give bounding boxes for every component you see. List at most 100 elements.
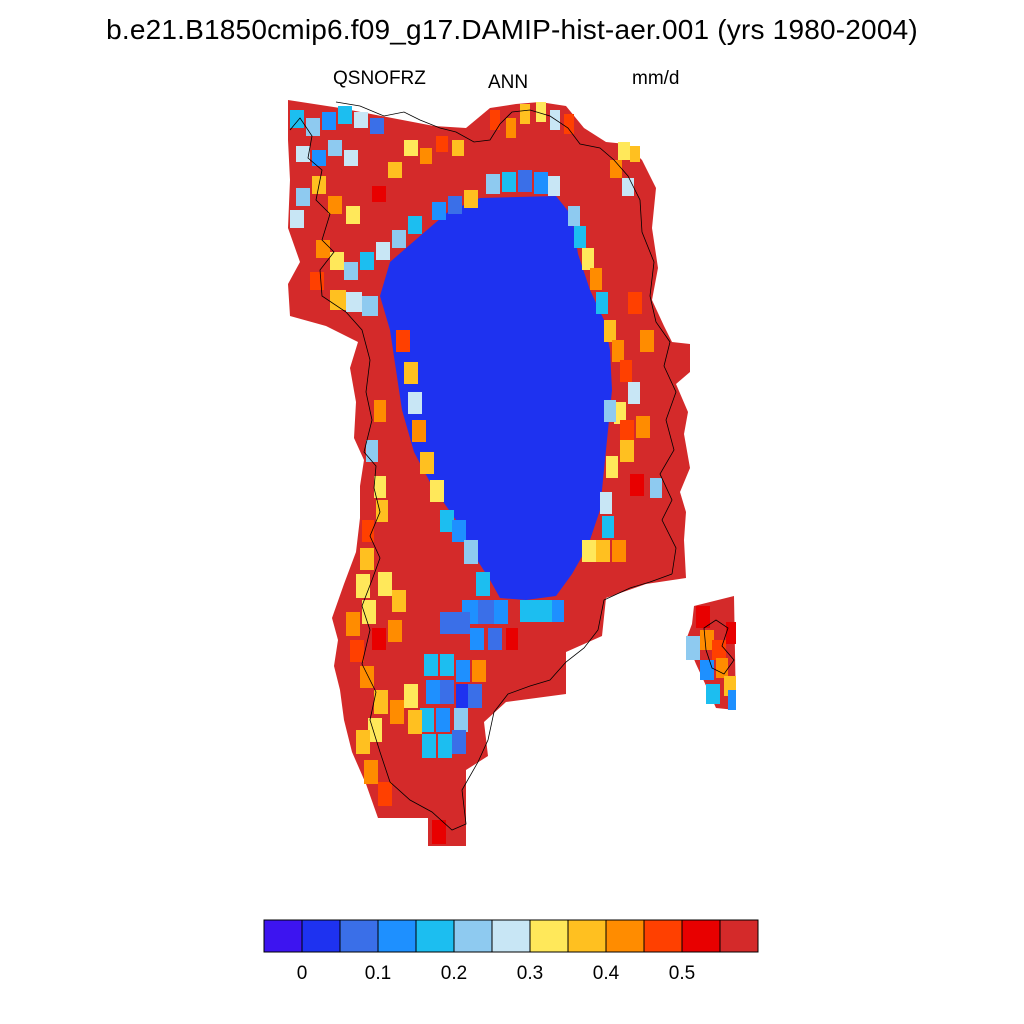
grid-cell	[468, 684, 482, 708]
grid-cell	[520, 600, 536, 622]
ice-sheet-interior-region	[380, 196, 612, 600]
grid-cell	[388, 162, 402, 178]
grid-cell	[582, 248, 594, 270]
grid-cell	[438, 734, 452, 758]
grid-cell	[426, 680, 440, 704]
grid-cell	[330, 252, 344, 270]
colorbar-label: 0.2	[440, 963, 468, 984]
grid-cell	[582, 540, 596, 562]
grid-cell	[376, 242, 390, 260]
grid-cell	[360, 144, 374, 160]
grid-cell	[356, 730, 370, 754]
grid-cell	[404, 362, 418, 384]
grid-cell	[464, 540, 478, 564]
grid-cell	[330, 290, 346, 310]
grid-cell	[574, 226, 586, 248]
colorbar-label: 0.5	[668, 963, 696, 984]
grid-cell	[506, 118, 516, 138]
grid-cell	[614, 402, 626, 424]
season-label: ANN	[488, 72, 529, 93]
grid-cell	[312, 150, 326, 166]
grid-cell	[408, 710, 422, 734]
colorbar-box	[605, 919, 645, 953]
grid-cell	[452, 520, 466, 542]
grid-cell	[618, 142, 630, 160]
colorbar-box	[719, 919, 759, 953]
grid-cell	[408, 216, 422, 234]
grid-cell	[456, 612, 470, 634]
grid-cell	[456, 684, 470, 708]
grid-cell	[686, 636, 700, 660]
grid-cell	[344, 262, 358, 280]
grid-cell	[372, 628, 386, 650]
colorbar-box	[529, 919, 569, 953]
grid-cell	[360, 252, 374, 270]
grid-cell	[440, 680, 454, 704]
grid-cell	[706, 684, 720, 704]
grid-cell	[456, 660, 470, 682]
grid-cell	[344, 150, 358, 166]
grid-cell	[602, 516, 614, 538]
colorbar-box	[301, 919, 341, 953]
grid-cell	[534, 172, 548, 194]
grid-cell	[452, 730, 466, 754]
grid-cell	[630, 474, 644, 496]
grid-cell	[620, 440, 634, 462]
coastline	[289, 101, 735, 831]
grid-cell	[600, 492, 612, 514]
grid-cell	[726, 622, 736, 644]
grid-cell	[452, 140, 464, 156]
colorbar-box	[643, 919, 683, 953]
grid-cells	[290, 102, 736, 844]
colorbar-box	[415, 919, 455, 953]
grid-cell	[470, 628, 484, 650]
colorbar-box	[567, 919, 607, 953]
grid-cell	[590, 268, 602, 290]
coastline-segment	[703, 619, 735, 675]
grid-cell	[404, 140, 418, 156]
grid-cell	[378, 572, 392, 596]
grid-cell	[420, 708, 434, 732]
grid-cell	[494, 600, 508, 624]
grid-cell	[548, 176, 560, 196]
grid-cell	[432, 202, 446, 220]
grid-cell	[328, 140, 342, 156]
grid-cell	[712, 614, 726, 636]
grid-cell	[700, 660, 714, 680]
grid-cell	[640, 330, 654, 352]
grid-cell	[362, 600, 376, 624]
grid-cell	[604, 400, 616, 422]
colorbar-box	[491, 919, 531, 953]
colorbar-label: 0.4	[592, 963, 620, 984]
grid-cell	[362, 520, 374, 542]
variable-label: QSNOFRZ	[333, 68, 426, 89]
grid-cell	[620, 360, 632, 382]
grid-cell	[404, 684, 418, 708]
grid-cell	[486, 174, 500, 194]
grid-cell	[610, 160, 622, 178]
grid-cell	[364, 760, 378, 784]
grid-cell	[620, 420, 634, 442]
grid-cell	[518, 170, 532, 192]
grid-cell	[346, 292, 362, 312]
grid-cell	[424, 654, 438, 676]
grid-cell	[378, 782, 392, 806]
grid-cell	[472, 660, 486, 682]
grid-cell	[366, 440, 378, 462]
grid-cell	[430, 480, 444, 502]
grid-cell	[322, 112, 336, 130]
grid-cell	[596, 292, 608, 314]
grid-cell	[390, 700, 404, 724]
grid-cell	[346, 206, 360, 224]
grid-cell	[338, 106, 352, 124]
grid-cell	[306, 118, 320, 136]
grid-cell	[360, 666, 374, 688]
colorbar-boxes	[263, 919, 759, 953]
interior-fill	[380, 196, 612, 600]
colorbar-box	[263, 919, 303, 953]
grid-cell	[604, 320, 616, 342]
grid-cell	[502, 172, 516, 192]
colorbar-box	[339, 919, 379, 953]
grid-cell	[650, 478, 662, 498]
grid-cell	[628, 382, 640, 404]
